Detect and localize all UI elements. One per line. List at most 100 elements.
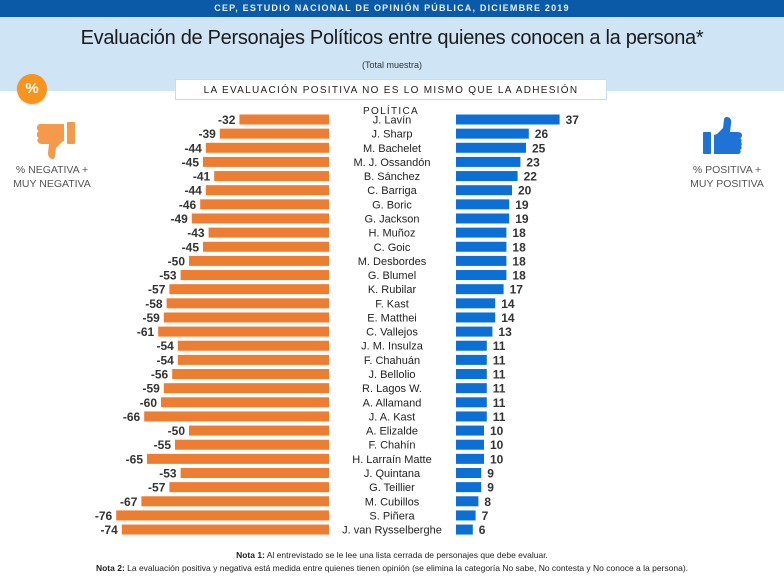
- category-label: J. A. Kast: [369, 411, 415, 423]
- negative-bar: [189, 425, 329, 436]
- positive-bar: [456, 411, 487, 422]
- positive-value-label: 22: [524, 170, 538, 184]
- positive-value-label: 10: [490, 438, 504, 452]
- positive-value-label: 13: [498, 325, 512, 339]
- negative-bar: [200, 199, 329, 210]
- negative-bar: [172, 369, 329, 380]
- negative-value-label: -57: [148, 283, 166, 297]
- negative-value-label: -59: [142, 382, 160, 396]
- negative-bar: [158, 326, 329, 337]
- negative-value-label: -67: [120, 495, 138, 509]
- category-label: G. Blumel: [368, 270, 416, 282]
- negative-bar: [163, 312, 329, 323]
- positive-bar: [456, 425, 484, 436]
- positive-bar: [456, 453, 484, 464]
- negative-bar: [175, 439, 329, 450]
- negative-bar: [177, 354, 329, 365]
- category-label: F. Chahín: [368, 440, 415, 452]
- positive-value-label: 37: [566, 113, 580, 127]
- category-label: K. Rubilar: [368, 284, 417, 296]
- negative-value-label: -50: [168, 254, 186, 268]
- category-label: A. Elizalde: [366, 426, 418, 438]
- positive-value-label: 8: [484, 495, 491, 509]
- positive-value-label: 18: [512, 240, 526, 254]
- positive-value-label: 17: [510, 283, 524, 297]
- negative-bar: [205, 185, 329, 196]
- note-2: Nota 2: La evaluación positiva y negativ…: [95, 563, 689, 573]
- footnotes: Nota 1: Al entrevistado se le lee una li…: [0, 549, 784, 575]
- positive-bar: [456, 397, 487, 408]
- category-label: G. Jackson: [364, 213, 419, 225]
- negative-value-label: -57: [148, 481, 166, 495]
- thumbs-down-icon: [37, 122, 75, 159]
- negative-value-label: -50: [168, 424, 186, 438]
- negative-value-label: -56: [151, 368, 169, 382]
- category-label: J. Sharp: [372, 129, 413, 141]
- negative-value-label: -53: [159, 269, 177, 283]
- negative-bar: [177, 340, 329, 351]
- header-band: [0, 17, 784, 91]
- positive-bar: [456, 312, 496, 323]
- positive-bar: [456, 255, 507, 266]
- negative-legend-label: % NEGATIVA + MUY NEGATIVA: [13, 164, 91, 190]
- category-label: F. Kast: [375, 298, 409, 310]
- negative-bar: [239, 114, 329, 125]
- positive-bar: [456, 241, 507, 252]
- negative-value-label: -45: [182, 240, 200, 254]
- positive-bar: [456, 468, 482, 478]
- positive-legend-label: % POSITIVA + MUY POSITIVA: [690, 164, 764, 190]
- positive-value-label: 19: [515, 198, 529, 212]
- positive-value-label: 9: [487, 467, 494, 481]
- negative-bar: [121, 524, 329, 535]
- positive-bar: [456, 496, 479, 507]
- category-label: F. Chahuán: [364, 355, 420, 367]
- chart-title: Evaluación de Personajes Políticos entre…: [80, 27, 704, 49]
- category-label: A. Allamand: [363, 397, 422, 409]
- negative-value-label: -58: [145, 297, 163, 311]
- positive-value-label: 10: [490, 424, 504, 438]
- positive-value-label: 20: [518, 184, 532, 198]
- note-1: Nota 1: Al entrevistado se le lee una li…: [236, 550, 548, 560]
- positive-bar: [456, 482, 482, 493]
- positive-value-label: 18: [512, 269, 526, 283]
- diverging-bar-chart: -32 J. Lavín 37 -39 J. Sharp 26 -44 M. Bachelet…: [95, 113, 580, 537]
- negative-value-label: -41: [193, 170, 211, 184]
- negative-bar: [169, 284, 329, 295]
- negative-bar: [205, 142, 329, 153]
- negative-bar: [214, 171, 329, 182]
- positive-value-label: 18: [512, 226, 526, 240]
- positive-value-label: 11: [493, 396, 506, 410]
- negative-bar: [141, 496, 329, 507]
- negative-bar: [180, 468, 329, 478]
- negative-value-label: -44: [184, 184, 202, 198]
- negative-bar: [166, 298, 329, 309]
- positive-bar: [456, 213, 510, 224]
- positive-value-label: 25: [532, 141, 546, 155]
- positive-bar: [456, 298, 496, 309]
- positive-value-label: 6: [479, 523, 486, 537]
- positive-value-label: 7: [482, 509, 489, 523]
- category-label: J. van Rysselberghe: [342, 525, 442, 537]
- negative-value-label: -54: [156, 339, 174, 353]
- negative-value-label: -74: [100, 523, 118, 537]
- category-label: M. Cubillos: [365, 496, 420, 508]
- negative-bar: [180, 270, 329, 281]
- negative-bar: [161, 397, 329, 408]
- negative-bar: [203, 156, 329, 167]
- positive-value-label: 11: [493, 382, 506, 396]
- positive-bar: [456, 142, 526, 153]
- negative-bar: [116, 510, 329, 521]
- negative-value-label: -55: [154, 438, 172, 452]
- negative-bar: [219, 128, 329, 139]
- negative-value-label: -39: [198, 127, 216, 141]
- category-label: J. Lavín: [373, 115, 412, 127]
- category-label: M. J. Ossandón: [353, 157, 430, 169]
- positive-bar: [456, 156, 521, 167]
- positive-value-label: 19: [515, 212, 529, 226]
- percent-badge: %: [17, 74, 47, 104]
- negative-bar: [189, 255, 329, 266]
- positive-bar: [456, 185, 512, 196]
- positive-value-label: 14: [501, 297, 515, 311]
- positive-value-label: 11: [493, 353, 506, 367]
- negative-value-label: -59: [142, 311, 160, 325]
